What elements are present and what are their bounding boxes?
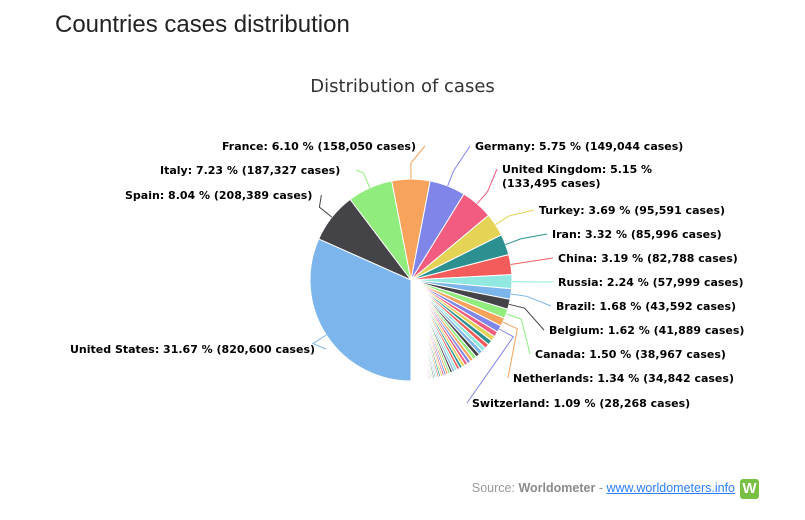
slice-label-netherlands: Netherlands: 1.34 % (34,842 cases) (513, 372, 734, 385)
slice-label-spain: Spain: 8.04 % (208,389 cases) (125, 189, 312, 202)
connector-united-states (311, 334, 327, 350)
connector-united-kingdom (476, 168, 498, 205)
connector-belgium (508, 303, 545, 331)
pie-other-slices (410, 279, 499, 382)
connector-canada (506, 313, 531, 355)
slice-label-iran: Iran: 3.32 % (85,996 cases) (552, 228, 722, 241)
source-separator: - (598, 481, 603, 495)
connector-brazil (510, 293, 552, 307)
slice-label-germany: Germany: 5.75 % (149,044 cases) (475, 140, 683, 153)
chart-title: Distribution of cases (310, 76, 495, 97)
source-prefix: Source: (471, 481, 515, 495)
connector-turkey (495, 209, 535, 226)
slice-label-united-kingdom: United Kingdom: 5.15 % (133,495 cases) (502, 163, 652, 190)
source-name: Worldometer (518, 481, 596, 495)
slice-label-belgium: Belgium: 1.62 % (41,889 cases) (549, 324, 744, 337)
page-title: Countries cases distribution (55, 11, 350, 38)
connector-france (410, 145, 426, 179)
source-link[interactable]: www.worldometers.info (606, 481, 735, 495)
connector-spain (318, 194, 333, 218)
connector-iran (505, 233, 548, 245)
connector-italy (356, 169, 371, 189)
slice-label-france: France: 6.10 % (158,050 cases) (222, 140, 416, 153)
pie-slices (309, 178, 513, 382)
connector-china (510, 257, 554, 265)
slice-label-russia: Russia: 2.24 % (57,999 cases) (558, 276, 743, 289)
label-connectors (311, 145, 554, 404)
connector-germany (447, 145, 471, 187)
source-attribution: Source: Worldometer - www.worldometers.i… (472, 481, 735, 495)
worldometer-logo-icon: W (740, 479, 759, 499)
slice-label-canada: Canada: 1.50 % (38,967 cases) (535, 348, 726, 361)
slice-label-italy: Italy: 7.23 % (187,327 cases) (160, 164, 340, 177)
slice-label-switzerland: Switzerland: 1.09 % (28,268 cases) (472, 397, 690, 410)
slice-label-turkey: Turkey: 3.69 % (95,591 cases) (539, 204, 725, 217)
slice-label-brazil: Brazil: 1.68 % (43,592 cases) (556, 300, 736, 313)
slice-label-united-states: United States: 31.67 % (820,600 cases) (70, 343, 315, 356)
slice-labels: United States: 31.67 % (820,600 cases) Sp… (70, 140, 744, 410)
slice-label-china: China: 3.19 % (82,788 cases) (558, 252, 738, 265)
connector-switzerland (466, 328, 515, 404)
connector-netherlands (502, 321, 518, 379)
